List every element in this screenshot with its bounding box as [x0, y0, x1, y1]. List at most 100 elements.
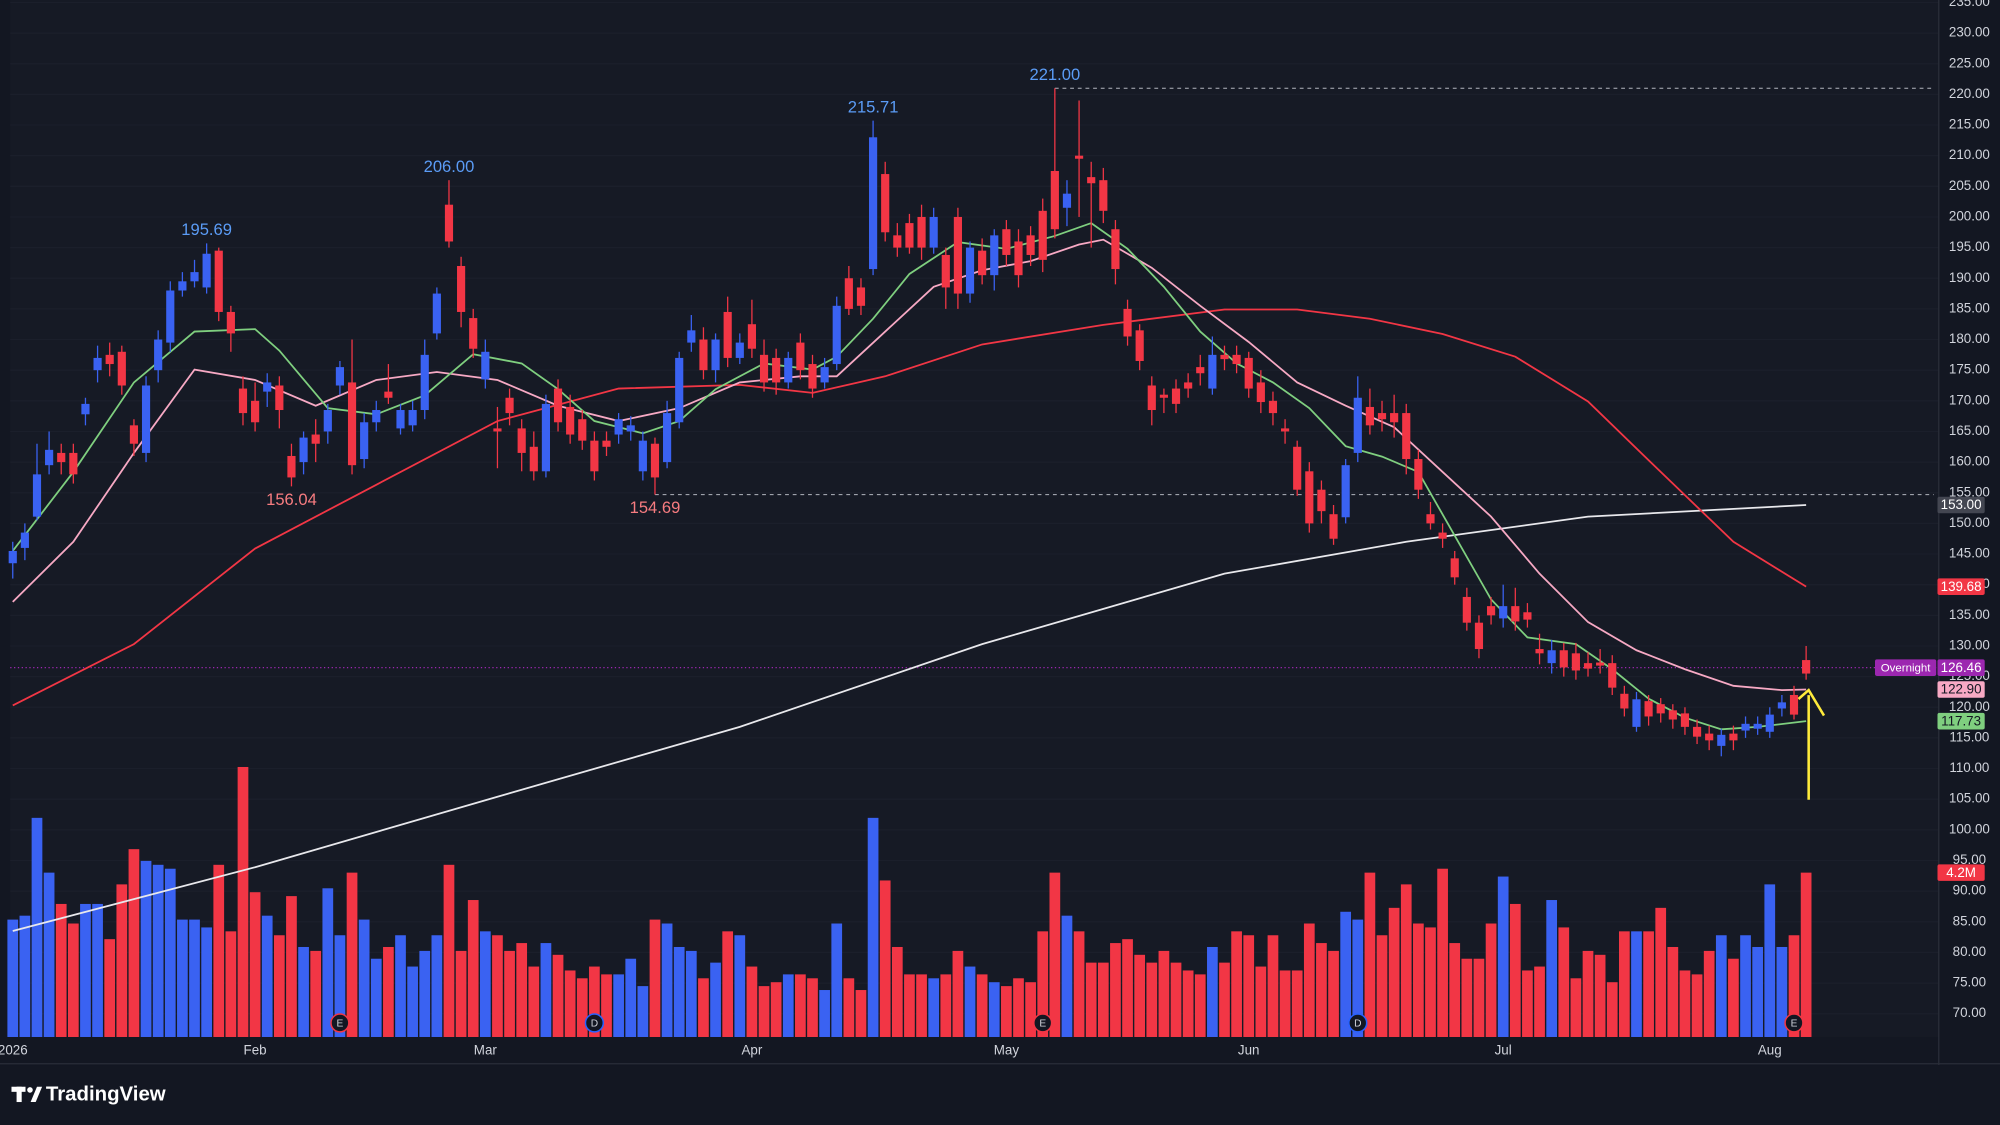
event-label: E [1039, 1018, 1046, 1029]
candle-body [1462, 596, 1471, 623]
volume-bar [1582, 950, 1594, 1037]
candle-body [141, 385, 151, 453]
candle-body [1450, 558, 1459, 578]
volume-bar [1449, 943, 1461, 1037]
price-tag [1937, 496, 1985, 514]
candle-body [735, 342, 744, 358]
candle-body [1062, 193, 1072, 208]
volume-bar [940, 974, 952, 1037]
volume-bar [1619, 931, 1630, 1037]
volume-bar [916, 974, 927, 1037]
volume-bar [1643, 931, 1654, 1037]
candle-body [553, 388, 563, 423]
candle-body [1802, 660, 1811, 674]
candle-body [784, 357, 793, 383]
volume-bar [152, 864, 164, 1037]
volume-bar [92, 903, 103, 1037]
y-tick-label: 95.00 [1953, 852, 1986, 867]
volume-bar [1679, 970, 1691, 1037]
volume-bar [1279, 970, 1291, 1037]
volume-bar [395, 935, 406, 1037]
volume-bar [1691, 974, 1703, 1037]
price-tag [1937, 578, 1985, 595]
price-tag [1937, 712, 1985, 730]
candle-body [166, 290, 175, 343]
volume-bar [261, 915, 273, 1037]
candle-body [541, 403, 550, 472]
candle-body [1644, 701, 1653, 717]
candle-body [638, 440, 647, 472]
volume-bar [1461, 958, 1473, 1037]
y-tick-label: 85.00 [1953, 913, 1986, 928]
candle-body [396, 410, 405, 429]
volume-bar [770, 982, 782, 1037]
event-label: D [591, 1018, 598, 1029]
volume-bar [1655, 907, 1667, 1037]
volume-bar [177, 919, 188, 1037]
candle-body [663, 413, 672, 463]
candle-body [1559, 650, 1568, 668]
price-annotation: 221.00 [1029, 65, 1080, 84]
volume-bar [673, 946, 685, 1037]
candle-body [372, 410, 381, 423]
candle-body [1208, 354, 1217, 389]
volume-bar [80, 903, 91, 1037]
candle-body [1159, 394, 1168, 398]
y-tick-label: 80.00 [1953, 944, 1986, 959]
volume-bar [698, 978, 709, 1037]
candle-body [1668, 710, 1677, 720]
candle-body [1789, 695, 1799, 715]
candle-body [772, 357, 781, 383]
y-tick-label: 115.00 [1949, 729, 1989, 744]
volume-bar [976, 974, 988, 1037]
candle-body [820, 367, 829, 383]
candle-body [1414, 459, 1423, 490]
volume-bar [891, 946, 903, 1037]
volume-bar [1097, 962, 1109, 1037]
candle-body [57, 452, 66, 463]
volume-bar [819, 990, 830, 1037]
candle-body [1111, 229, 1120, 270]
volume-bar [1425, 927, 1436, 1037]
x-tick-label: Jul [1495, 1043, 1512, 1058]
y-tick-label: 110.00 [1949, 760, 1989, 775]
y-tick-label: 225.00 [1949, 55, 1990, 70]
volume-bar [988, 982, 1000, 1037]
moving-average [12, 308, 1807, 707]
candle-body [687, 330, 696, 343]
volume-bar [807, 978, 818, 1037]
volume-bar [1485, 923, 1497, 1037]
candle-body [1596, 662, 1605, 666]
volume-bar [407, 966, 418, 1037]
x-tick-label: Apr [741, 1043, 762, 1058]
volume-bar [1594, 954, 1606, 1037]
volume-bar [661, 923, 673, 1037]
volume-bar [189, 919, 200, 1037]
volume-bar [419, 950, 431, 1037]
volume-bar [128, 849, 140, 1037]
candle-body [1729, 733, 1738, 741]
x-tick-label: Aug [1758, 1043, 1782, 1058]
volume-bar [1303, 923, 1315, 1037]
volume-bar [758, 986, 770, 1037]
volume-bar [140, 860, 152, 1037]
volume-bar [1800, 872, 1812, 1037]
candle-body [69, 452, 78, 475]
candle-body [1620, 693, 1629, 709]
candle-body [1099, 180, 1108, 211]
volume-bar [1667, 946, 1679, 1037]
volume-bar [273, 935, 285, 1037]
y-tick-label: 135.00 [1949, 607, 1990, 622]
candle-body [1147, 385, 1156, 411]
volume-bar [504, 950, 515, 1037]
candle-body [1184, 382, 1193, 389]
volume-bar [637, 986, 649, 1037]
volume-bar [479, 931, 491, 1037]
event-label: E [1791, 1018, 1798, 1029]
volume-bar [201, 927, 212, 1037]
volume-bar [1606, 982, 1618, 1037]
y-tick-label: 180.00 [1949, 331, 1990, 346]
candle-body [444, 204, 454, 242]
